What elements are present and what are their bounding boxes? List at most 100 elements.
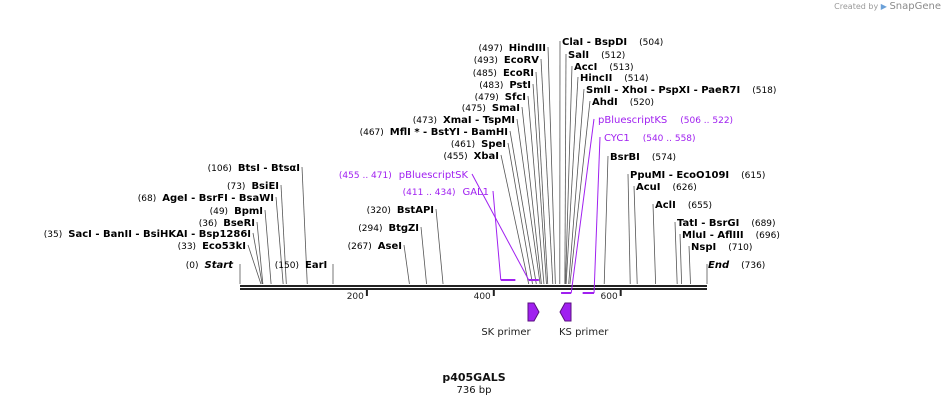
site-name: NspI xyxy=(691,242,716,253)
restriction-site[interactable]: BtsI - BtsαI (106) xyxy=(208,163,308,285)
restriction-site[interactable]: AhdI (520) xyxy=(569,97,654,285)
restriction-site[interactable]: BseRI (36) xyxy=(199,218,264,285)
restriction-site[interactable]: AcuI (626) xyxy=(633,182,697,285)
site-position: (518) xyxy=(752,86,776,96)
restriction-site[interactable]: SmlI - XhoI - PspXI - PaeR7I (518) xyxy=(568,85,777,285)
site-connector xyxy=(565,76,579,285)
site-name: AclI xyxy=(655,200,676,211)
site-connector xyxy=(547,46,556,285)
restriction-site[interactable]: SacI - BanII - BsiHKAI - Bsp1286I (35) xyxy=(44,229,263,285)
site-position: (736) xyxy=(741,261,765,271)
feature-cyc1[interactable]: CYC1 (540 .. 558) xyxy=(582,133,696,294)
restriction-site[interactable]: MflI * - BstYI - BamHI (467) xyxy=(360,127,537,285)
restriction-site[interactable]: MluI - AflIII (696) xyxy=(679,230,780,285)
site-connector xyxy=(535,71,549,285)
ruler-label: 600 xyxy=(601,292,618,302)
site-connector xyxy=(627,173,631,285)
feature-gal1[interactable]: GAL1 (411 .. 434) xyxy=(403,187,516,281)
site-position: (49) xyxy=(210,207,228,217)
feature-pbluescriptks[interactable]: pBluescriptKS (506 .. 522) xyxy=(561,115,733,294)
restriction-site[interactable]: AccI (513) xyxy=(565,62,634,285)
feature-connector xyxy=(471,173,530,281)
restriction-site[interactable]: NspI (710) xyxy=(688,242,752,285)
restriction-site[interactable]: PstI (483) xyxy=(479,80,547,285)
site-position: (497) xyxy=(479,44,503,54)
site-name: SacI - BanII - BsiHKAI - Bsp1286I xyxy=(68,229,251,240)
feature-range: (506 .. 522) xyxy=(680,116,733,126)
site-name: Start xyxy=(205,260,235,271)
site-position: (150) xyxy=(275,261,299,271)
site-position: (461) xyxy=(451,140,475,150)
restriction-site[interactable]: SfcI (479) xyxy=(475,92,545,285)
restriction-site[interactable]: SpeI (461) xyxy=(451,139,533,285)
site-position: (267) xyxy=(348,242,372,252)
restriction-site[interactable]: Eco53kI (33) xyxy=(178,241,262,285)
site-position: (696) xyxy=(756,231,780,241)
restriction-site[interactable]: XbaI (455) xyxy=(443,151,530,285)
restriction-site[interactable]: EcoRI (485) xyxy=(473,68,549,285)
site-position: (455) xyxy=(443,152,467,162)
site-connector xyxy=(679,233,683,285)
restriction-site[interactable]: AclI (655) xyxy=(652,200,712,285)
restriction-site[interactable]: BsiEI (73) xyxy=(227,181,287,285)
site-position: (68) xyxy=(138,194,156,204)
site-connector xyxy=(521,106,542,285)
site-connector xyxy=(540,58,554,285)
feature-range: (411 .. 434) xyxy=(403,188,456,198)
site-connector xyxy=(435,208,444,285)
site-position: (320) xyxy=(367,206,391,216)
site-connector xyxy=(688,245,691,285)
site-connector xyxy=(516,118,541,285)
restriction-site[interactable]: BstAPI (320) xyxy=(367,205,444,285)
site-position: (485) xyxy=(473,69,497,79)
restriction-site[interactable]: HindIII (497) xyxy=(479,43,556,285)
site-name: ClaI - BspDI xyxy=(562,37,627,48)
restriction-site[interactable]: AseI (267) xyxy=(348,241,410,285)
restriction-site[interactable]: Start (0) xyxy=(186,260,241,284)
site-name: AccI xyxy=(574,62,597,73)
restriction-site[interactable]: TatI - BsrGI (689) xyxy=(674,218,776,285)
site-position: (473) xyxy=(413,116,437,126)
credit-prefix: Created by xyxy=(834,2,879,11)
site-name: SmlI - XhoI - PspXI - PaeR7I xyxy=(586,85,740,96)
feature-pbluescriptsk[interactable]: pBluescriptSK (455 .. 471) xyxy=(339,170,539,281)
site-name: Eco53kI xyxy=(202,241,246,252)
primer-ks-primer[interactable]: KS primer xyxy=(559,302,609,338)
site-name: PstI xyxy=(509,80,531,91)
restriction-site[interactable]: AgeI - BsrFI - BsaWI (68) xyxy=(138,193,284,285)
restriction-site[interactable]: PpuMI - EcoO109I (615) xyxy=(627,170,765,285)
restriction-site[interactable]: ClaI - BspDI (504) xyxy=(559,37,664,285)
site-connector xyxy=(565,65,573,285)
primer-sk-primer[interactable]: SK primer xyxy=(481,302,540,338)
site-connector xyxy=(500,154,530,285)
primer-arrow-icon xyxy=(559,302,572,322)
sequence-strand-top xyxy=(240,285,707,287)
restriction-site[interactable]: End (736) xyxy=(706,260,765,284)
restriction-site[interactable]: BsrBI (574) xyxy=(603,152,676,285)
site-name: MflI * - BstYI - BamHI xyxy=(390,127,508,138)
restriction-site[interactable]: EcoRV (493) xyxy=(474,55,554,285)
site-connector xyxy=(280,184,287,285)
site-name: TatI - BsrGI xyxy=(677,218,739,229)
site-name: AgeI - BsrFI - BsaWI xyxy=(162,193,274,204)
restriction-site[interactable]: BpmI (49) xyxy=(210,206,272,285)
site-name: BtsI - BtsαI xyxy=(238,163,300,174)
feature-name: CYC1 xyxy=(604,133,630,144)
snapgene-credit: Created by ▶ SnapGene xyxy=(834,1,941,12)
restriction-site[interactable]: SmaI (475) xyxy=(462,103,542,285)
feature-name: GAL1 xyxy=(462,187,489,198)
restriction-site[interactable]: SalI (512) xyxy=(564,50,625,285)
site-name: HindIII xyxy=(509,43,546,54)
restriction-site[interactable]: XmaI - TspMI (473) xyxy=(413,115,541,285)
site-name: BseRI xyxy=(223,218,255,229)
restriction-site[interactable]: (150) EarI xyxy=(275,260,334,284)
ruler-label: 400 xyxy=(474,292,491,302)
primer-label: KS primer xyxy=(559,327,609,338)
site-position: (73) xyxy=(227,182,245,192)
site-position: (483) xyxy=(479,81,503,91)
site-name: EcoRV xyxy=(504,55,539,66)
restriction-site[interactable]: BtgZI (294) xyxy=(358,223,427,285)
site-connector xyxy=(569,100,591,285)
feature-connector xyxy=(492,190,502,281)
restriction-site[interactable]: HincII (514) xyxy=(565,73,649,285)
